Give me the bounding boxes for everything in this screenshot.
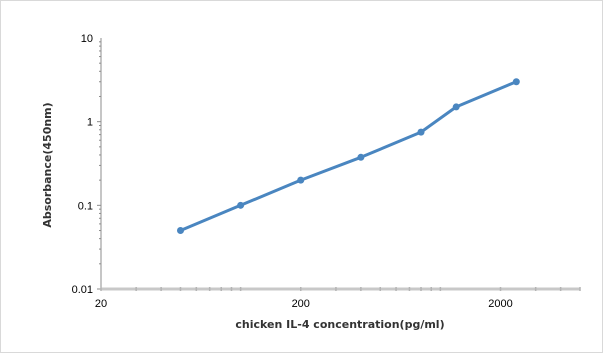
y-tick-label: 0.1	[78, 200, 93, 212]
y-tick-label: 10	[81, 33, 93, 45]
y-axis-title: Absorbance(450nm)	[41, 102, 54, 227]
minor-ticks	[97, 41, 581, 291]
x-tick-label: 200	[292, 298, 310, 310]
data-point	[176, 227, 184, 235]
data-point	[512, 78, 520, 86]
y-tick-labels: 10 1 0.1 0.01	[72, 33, 93, 296]
axes	[97, 38, 581, 291]
x-tick-labels: 20 200 2000	[95, 298, 513, 310]
data-point	[452, 103, 460, 111]
data-point	[297, 176, 305, 184]
y-tick-label: 0.01	[72, 284, 93, 296]
series	[176, 78, 520, 235]
x-axis-title: chicken IL-4 concentration(pg/ml)	[235, 318, 444, 331]
data-point	[417, 128, 425, 136]
x-tick-label: 20	[95, 298, 107, 310]
data-point	[237, 201, 245, 209]
data-point	[357, 153, 365, 161]
y-tick-label: 1	[87, 117, 93, 129]
x-tick-label: 2000	[488, 298, 512, 310]
series-line	[179, 80, 517, 232]
